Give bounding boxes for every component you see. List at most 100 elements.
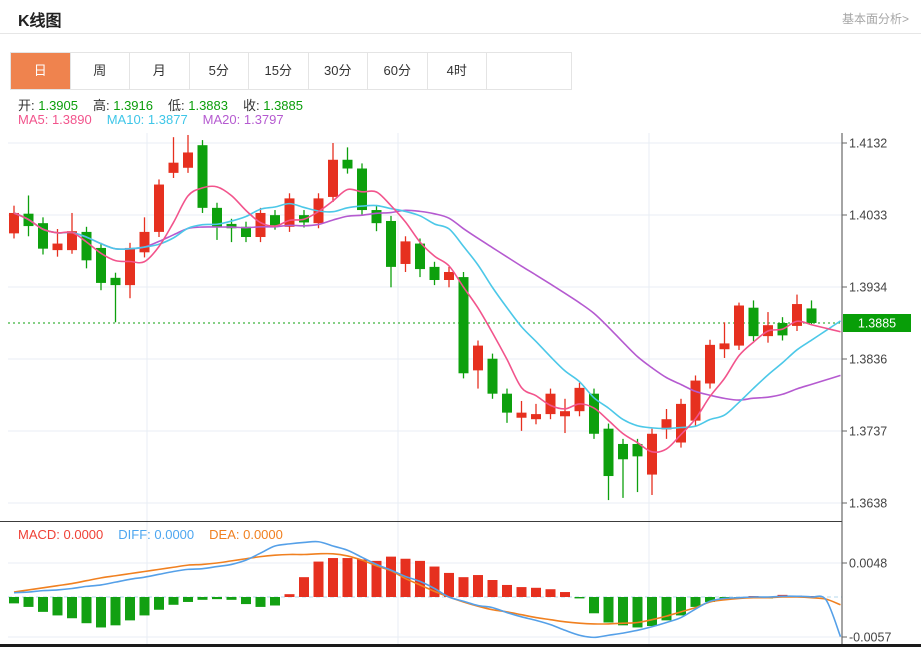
- price-tick-label: 1.3934: [849, 281, 887, 295]
- macd-hist-bar: [632, 597, 643, 628]
- candle-body: [96, 247, 106, 283]
- period-tab[interactable]: 15分: [249, 53, 309, 89]
- candle-body: [183, 152, 193, 168]
- candle-body: [632, 443, 643, 457]
- candle-body: [705, 344, 715, 384]
- candle-body: [81, 231, 92, 261]
- candle-body: [473, 345, 483, 371]
- macd-hist-bar: [328, 558, 338, 597]
- candle-body: [734, 305, 744, 346]
- candle-body: [545, 393, 556, 415]
- macd-tick-label: 0.0048: [849, 557, 887, 571]
- period-tab[interactable]: 周: [70, 53, 130, 89]
- candle-body: [226, 223, 237, 229]
- macd-hist-bar: [154, 597, 164, 610]
- dea-line: [13, 552, 841, 625]
- macd-hist-bar: [183, 597, 193, 602]
- period-tab[interactable]: 5分: [189, 53, 249, 89]
- candle-body: [618, 443, 628, 460]
- price-tick-label: 1.3737: [849, 425, 887, 439]
- candle-body: [357, 168, 367, 211]
- macd-hist-bar: [125, 597, 135, 621]
- candle-body: [284, 198, 295, 227]
- candle-body: [38, 223, 48, 249]
- macd-hist-bar: [255, 597, 266, 607]
- fundamental-analysis-link[interactable]: 基本面分析>: [841, 12, 909, 26]
- macd-hist-bar: [67, 597, 77, 619]
- candle-body: [270, 215, 280, 226]
- candle-body: [661, 419, 672, 430]
- candle-body: [67, 231, 77, 251]
- ma-line-ma20: [13, 209, 841, 401]
- candle-body: [386, 220, 396, 267]
- macd-hist-bar: [38, 597, 48, 612]
- macd-hist-bar: [487, 580, 498, 597]
- macd-hist-bar: [545, 589, 556, 597]
- candle-body: [400, 241, 411, 264]
- candle-body: [212, 207, 222, 227]
- bottom-border: [0, 644, 921, 647]
- macd-hist-bar: [560, 592, 570, 597]
- candle-body: [589, 393, 599, 434]
- period-tab[interactable]: 4时: [427, 53, 487, 89]
- ma-line-ma10: [13, 202, 841, 430]
- page-title: K线图: [18, 13, 62, 30]
- candle-body: [748, 307, 759, 337]
- candle-body: [603, 428, 614, 477]
- macd-hist-bar: [386, 556, 396, 597]
- candle-body: [241, 226, 251, 238]
- candle-body: [676, 403, 686, 443]
- macd-hist-bar: [705, 597, 715, 602]
- macd-hist-bar: [502, 584, 512, 597]
- price-tick-label: 1.4033: [849, 209, 887, 223]
- macd-value: MACD: 0.0000: [18, 527, 104, 542]
- price-tick-label: 1.3638: [849, 497, 887, 511]
- candle-body: [444, 271, 454, 281]
- ma5-value: MA5: 1.3890: [18, 112, 92, 127]
- macd-hist-bar: [618, 597, 628, 626]
- close-value: 收: 1.3885: [243, 98, 303, 113]
- candle-body: [168, 162, 179, 173]
- macd-hist-bar: [690, 597, 701, 607]
- macd-hist-bar: [168, 597, 179, 605]
- header-divider: [0, 33, 921, 34]
- high-value: 高: 1.3916: [93, 98, 153, 113]
- period-tab[interactable]: 日: [11, 53, 71, 89]
- macd-hist-bar: [603, 597, 614, 623]
- ma-line-ma5: [13, 185, 841, 454]
- low-value: 低: 1.3883: [168, 98, 228, 113]
- candle-body: [531, 414, 541, 420]
- macd-hist-bar: [357, 559, 367, 597]
- macd-hist-bar: [270, 597, 280, 606]
- diff-value: DIFF: 0.0000: [118, 527, 195, 542]
- macd-hist-bar: [647, 597, 657, 627]
- macd-hist-bar: [676, 597, 686, 616]
- candle-body: [110, 277, 121, 286]
- candle-body: [516, 412, 527, 418]
- macd-hist-bar: [371, 560, 382, 597]
- ma-legend: MA5: 1.3890 MA10: 1.3877 MA20: 1.3797: [18, 112, 299, 127]
- period-tab[interactable]: 60分: [368, 53, 428, 89]
- period-tab[interactable]: 30分: [308, 53, 368, 89]
- macd-hist-bar: [52, 597, 63, 616]
- candle-body: [719, 343, 730, 350]
- candle-body: [328, 159, 338, 197]
- macd-hist-bar: [197, 597, 208, 600]
- macd-hist-bar: [574, 597, 585, 599]
- macd-hist-bar: [23, 597, 34, 607]
- candle-body: [429, 266, 440, 281]
- macd-hist-bar: [81, 597, 92, 624]
- macd-hist-bar: [139, 597, 150, 616]
- candle-body: [52, 243, 63, 251]
- ohlc-legend: 开: 1.3905 高: 1.3916 低: 1.3883 收: 1.3885: [18, 95, 318, 114]
- period-tab[interactable]: 月: [130, 53, 190, 89]
- ma10-value: MA10: 1.3877: [106, 112, 188, 127]
- macd-hist-bar: [9, 597, 19, 604]
- macd-hist-bar: [96, 597, 106, 628]
- candle-body: [9, 212, 19, 234]
- macd-legend: MACD: 0.0000 DIFF: 0.0000 DEA: 0.0000: [18, 527, 298, 542]
- ma20-value: MA20: 1.3797: [202, 112, 284, 127]
- macd-hist-bar: [241, 597, 251, 605]
- period-tabs: 日周月 5分 15分 30分 60分 4时: [10, 52, 572, 90]
